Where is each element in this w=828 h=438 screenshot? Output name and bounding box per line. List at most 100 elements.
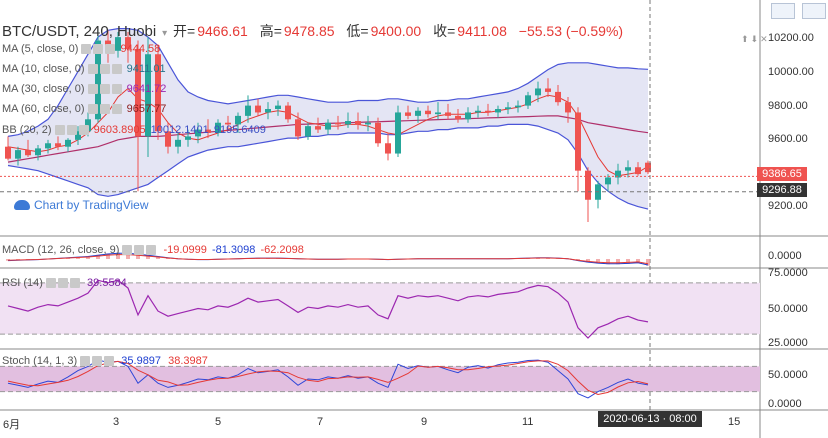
candle-body bbox=[325, 122, 331, 130]
eye-icon[interactable] bbox=[87, 64, 98, 75]
macd-bar bbox=[116, 252, 120, 259]
close-icon[interactable] bbox=[146, 245, 157, 256]
close-icon[interactable] bbox=[104, 356, 115, 367]
macd-legend[interactable]: MACD (12, 26, close, 9) -19.0999 -81.309… bbox=[2, 243, 304, 257]
settings-icon[interactable] bbox=[134, 245, 145, 256]
macd-bar bbox=[126, 252, 130, 259]
x-axis-tick: 6月 bbox=[3, 419, 21, 431]
eye-icon[interactable] bbox=[54, 125, 65, 136]
candle-body bbox=[185, 136, 191, 140]
settings-icon[interactable] bbox=[99, 104, 110, 115]
eye-icon[interactable] bbox=[87, 104, 98, 115]
ma30-name: MA (30, close, 0) bbox=[2, 83, 85, 95]
candle-body bbox=[305, 126, 311, 137]
macd-bar bbox=[156, 256, 160, 259]
rsi-axis-tick: 75.0000 bbox=[768, 267, 808, 279]
candle-body bbox=[445, 112, 451, 116]
candle-body bbox=[255, 105, 261, 113]
price-tick: 10000.00 bbox=[768, 66, 814, 78]
macd-value-1: -19.0999 bbox=[163, 244, 207, 256]
close-icon[interactable] bbox=[111, 84, 122, 95]
settings-icon[interactable] bbox=[93, 44, 104, 55]
stoch-band bbox=[0, 366, 760, 392]
stoch-axis-tick: 50.0000 bbox=[768, 369, 808, 381]
candle-body bbox=[215, 122, 221, 133]
candle-body bbox=[435, 112, 441, 115]
settings-icon[interactable] bbox=[92, 356, 103, 367]
macd-bar bbox=[136, 253, 140, 259]
candle-body bbox=[645, 162, 651, 173]
candle-body bbox=[575, 112, 581, 171]
stoch-name: Stoch (14, 1, 3) bbox=[2, 355, 78, 367]
rsi-legend[interactable]: RSI (14) 39.5584 bbox=[2, 276, 127, 290]
eye-icon[interactable] bbox=[122, 245, 133, 256]
candle-body bbox=[525, 95, 531, 106]
fullscreen-button[interactable] bbox=[802, 3, 826, 19]
close-icon[interactable] bbox=[69, 278, 80, 289]
close-icon[interactable] bbox=[78, 125, 89, 136]
candle-body bbox=[275, 105, 281, 110]
eye-icon[interactable] bbox=[81, 44, 92, 55]
watermark-text: Chart by TradingView bbox=[34, 198, 149, 212]
candle-body bbox=[475, 110, 481, 113]
close-icon[interactable] bbox=[111, 104, 122, 115]
ma10-name: MA (10, close, 0) bbox=[2, 63, 85, 75]
bb-upper-line bbox=[7, 28, 649, 137]
tradingview-watermark[interactable]: Chart by TradingView bbox=[14, 198, 149, 212]
chart-header: BTC/USDT, 240, Huobi ▾ 开= 9466.61 高= 9478.… bbox=[2, 21, 625, 41]
ma30-value: 9641.72 bbox=[126, 83, 167, 95]
symbol-dropdown-icon[interactable]: ▾ bbox=[162, 28, 168, 39]
close-icon[interactable] bbox=[111, 64, 122, 75]
candle-body bbox=[465, 112, 471, 120]
crosshair-date-label: 2020-06-13 · 08:00 bbox=[598, 411, 702, 427]
candle-body bbox=[625, 167, 631, 171]
x-axis-tick: 5 bbox=[215, 416, 222, 428]
bb-legend[interactable]: BB (20, 2) 9603.8905 10012.1401 9195.640… bbox=[2, 123, 266, 137]
candle-body bbox=[365, 122, 371, 125]
settings-icon[interactable] bbox=[99, 84, 110, 95]
candle-body bbox=[265, 109, 271, 113]
stoch-value-k: 35.9897 bbox=[121, 355, 162, 367]
eye-icon[interactable] bbox=[45, 278, 56, 289]
stoch-legend[interactable]: Stoch (14, 1, 3) 35.9897 38.3987 bbox=[2, 354, 208, 368]
ma60-legend[interactable]: MA (60, close, 0) 9657.77 bbox=[2, 102, 166, 116]
candle-body bbox=[235, 115, 241, 125]
macd-bar bbox=[586, 259, 590, 263]
macd-bar bbox=[626, 259, 630, 264]
stoch-value-d: 38.3987 bbox=[168, 355, 208, 367]
ma10-legend[interactable]: MA (10, close, 0) 9411.01 bbox=[2, 62, 166, 76]
eye-icon[interactable] bbox=[87, 84, 98, 95]
candle-body bbox=[25, 150, 31, 156]
candle-body bbox=[385, 143, 391, 154]
candle-body bbox=[75, 131, 81, 140]
settings-icon[interactable] bbox=[57, 278, 68, 289]
close-label: 收= bbox=[433, 23, 456, 39]
price-tick: 10200.00 bbox=[768, 32, 814, 44]
settings-icon[interactable] bbox=[99, 64, 110, 75]
candle-body bbox=[425, 110, 431, 115]
symbol-label[interactable]: BTC/USDT, 240, Huobi bbox=[2, 23, 157, 40]
ma5-legend[interactable]: MA (5, close, 0) 9444.58 bbox=[2, 42, 160, 56]
ma60-value: 9657.77 bbox=[126, 103, 167, 115]
candle-body bbox=[565, 102, 571, 113]
eye-icon[interactable] bbox=[80, 356, 91, 367]
candle-body bbox=[315, 126, 321, 130]
candle-body bbox=[555, 91, 561, 103]
pane-controls-icon[interactable]: ⬆⬇✕ bbox=[741, 34, 770, 44]
open-label: 开= bbox=[173, 23, 196, 39]
macd-bar bbox=[96, 254, 100, 259]
candle-body bbox=[35, 148, 41, 156]
candle-body bbox=[5, 146, 11, 159]
layout-button[interactable] bbox=[770, 3, 795, 19]
macd-bar bbox=[596, 259, 600, 264]
close-icon[interactable] bbox=[105, 44, 116, 55]
candle-body bbox=[295, 119, 301, 137]
rsi-axis-tick: 50.0000 bbox=[768, 303, 808, 315]
settings-icon[interactable] bbox=[66, 125, 77, 136]
ma30-legend[interactable]: MA (30, close, 0) 9641.72 bbox=[2, 82, 166, 96]
candle-body bbox=[335, 122, 341, 125]
candle-body bbox=[135, 49, 141, 137]
candle-body bbox=[15, 150, 21, 159]
macd-axis-tick: 0.0000 bbox=[768, 250, 802, 262]
